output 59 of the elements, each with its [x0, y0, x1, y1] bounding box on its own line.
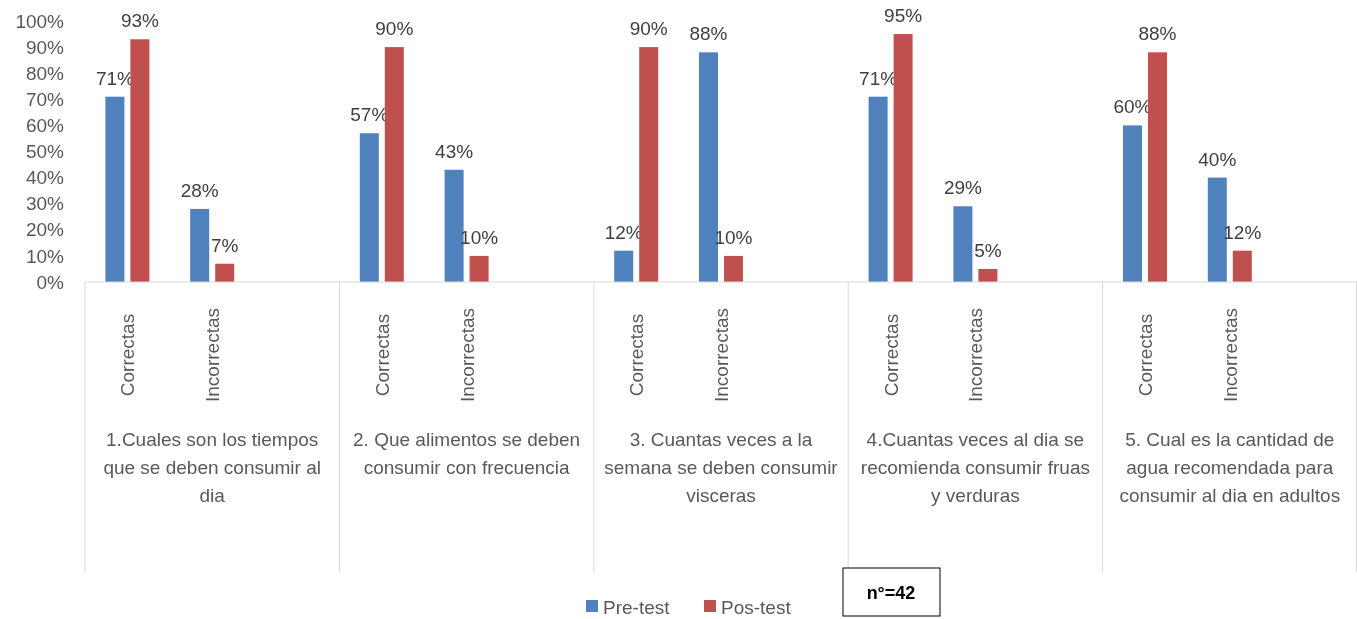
data-label: 5% — [974, 239, 1002, 261]
x-tick-label: Incorrectas — [965, 308, 987, 402]
x-tick-label: Correctas — [880, 313, 902, 397]
bar — [1123, 125, 1142, 282]
text: 1.Cuales son los tiempos que se deben consumir al dia — [103, 429, 321, 506]
bar — [724, 255, 743, 282]
y-tick-label: 10% — [25, 245, 65, 267]
data-label: 90% — [375, 18, 414, 40]
bar — [384, 47, 404, 282]
data-label: 7% — [210, 234, 239, 256]
data-label: 93% — [120, 10, 160, 32]
y-tick-label: 20% — [25, 219, 65, 241]
bar — [359, 133, 379, 282]
y-tick-label: 100% — [15, 10, 65, 32]
bar — [130, 39, 150, 282]
legend-label: Pre-test — [603, 596, 671, 618]
y-tick-label: 40% — [25, 167, 65, 189]
bar — [469, 255, 489, 282]
bar — [1232, 250, 1252, 282]
bar — [105, 96, 125, 282]
text: 2. Que alimentos se deben consumir con frecuencia — [353, 429, 581, 478]
data-label: 28% — [180, 179, 219, 201]
bar — [614, 250, 634, 282]
y-tick-label: 80% — [25, 62, 65, 84]
y-tick-label: 70% — [25, 88, 65, 110]
y-tick-label: 60% — [25, 115, 65, 137]
y-tick-label: 30% — [25, 193, 65, 215]
x-tick-label: Incorrectas — [1219, 308, 1241, 402]
x-tick-label: Incorrectas — [711, 308, 732, 402]
bar — [893, 34, 913, 282]
bar — [215, 263, 235, 282]
data-label: 95% — [884, 5, 923, 27]
data-label: 88% — [1138, 23, 1177, 45]
x-tick-label: Correctas — [117, 313, 139, 397]
bar — [978, 268, 998, 282]
data-label: 40% — [1198, 148, 1237, 170]
bar — [1148, 52, 1167, 282]
bar — [953, 206, 973, 282]
data-label: 43% — [435, 140, 474, 162]
text: 3. Cuantas veces a la semana se deben consumir visceras — [604, 429, 839, 506]
y-tick-label: 50% — [25, 141, 65, 163]
y-tick-label: 0% — [36, 271, 65, 293]
text: 4.Cuantas veces al dia se recomienda consumir fruas y verduras — [860, 429, 1090, 506]
x-tick-label: Incorrectas — [456, 308, 478, 402]
bar — [868, 96, 888, 282]
data-label: 88% — [689, 23, 728, 45]
x-tick-label: Incorrectas — [202, 308, 224, 402]
x-tick-label: Correctas — [626, 313, 648, 397]
text: 5. Cual es la cantidad de agua recomendada para consumir al dia en adultos — [1119, 429, 1341, 506]
bar — [190, 208, 210, 282]
bar — [699, 52, 718, 282]
data-label: 29% — [943, 177, 983, 199]
y-tick-label: 90% — [25, 36, 65, 58]
legend-label: Pos-test — [721, 596, 792, 618]
x-tick-label: Correctas — [371, 313, 393, 397]
text: n°=42 — [866, 583, 916, 604]
x-tick-label: Correctas — [1135, 313, 1156, 397]
bar — [639, 47, 659, 282]
data-label: 90% — [629, 18, 668, 40]
